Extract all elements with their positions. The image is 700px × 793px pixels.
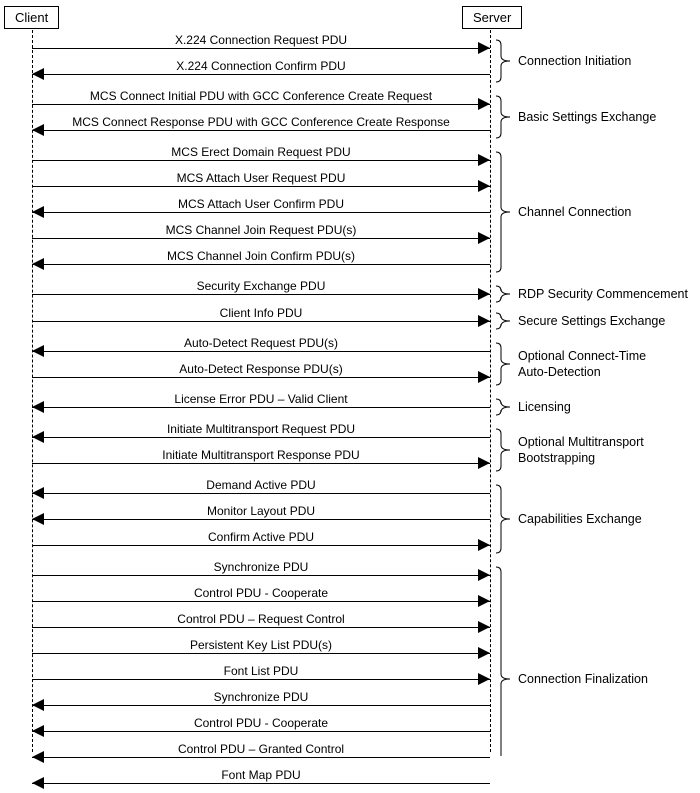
message-label: Initiate Multitransport Response PDU (156, 448, 365, 462)
sequence-diagram: Client Server X.224 Connection Request P… (0, 0, 700, 756)
message-label: License Error PDU – Valid Client (168, 392, 353, 406)
phase-bracket (496, 152, 510, 272)
arrow-left-icon (32, 777, 44, 789)
message-label: MCS Connect Response PDU with GCC Confer… (66, 115, 456, 129)
phase-bracket (496, 343, 510, 385)
message-label: Control PDU – Granted Control (172, 742, 350, 756)
message-label: Initiate Multitransport Request PDU (161, 422, 361, 436)
message-label: MCS Erect Domain Request PDU (165, 145, 356, 159)
arrow-line (32, 783, 490, 784)
message-label: Control PDU - Cooperate (188, 586, 334, 600)
message-label: Synchronize PDU (208, 560, 315, 574)
client-header: Client (4, 6, 59, 29)
message-row: Font Map PDU (0, 773, 700, 793)
phase-brackets (0, 0, 700, 756)
phase-bracket (496, 485, 510, 553)
message-label: Synchronize PDU (208, 690, 315, 704)
message-label: MCS Connect Initial PDU with GCC Confere… (84, 89, 438, 103)
message-label: MCS Channel Join Confirm PDU(s) (161, 249, 361, 263)
message-label: Client Info PDU (214, 306, 309, 320)
message-label: Persistent Key List PDU(s) (184, 638, 338, 652)
message-label: Confirm Active PDU (202, 530, 320, 544)
phase-bracket (496, 40, 510, 82)
message-label: Auto-Detect Request PDU(s) (178, 336, 344, 350)
phase-bracket (496, 313, 510, 329)
phase-bracket (496, 96, 510, 138)
phase-bracket (496, 567, 510, 756)
message-label: Font Map PDU (215, 768, 306, 782)
message-label: MCS Attach User Confirm PDU (172, 197, 350, 211)
phase-bracket (496, 429, 510, 471)
message-label: Font List PDU (218, 664, 305, 678)
message-label: Control PDU - Cooperate (188, 716, 334, 730)
arrow-line (32, 757, 490, 758)
phase-bracket (496, 399, 510, 415)
message-label: Control PDU – Request Control (171, 612, 350, 626)
server-header: Server (462, 6, 522, 29)
message-label: MCS Attach User Request PDU (171, 171, 352, 185)
client-label: Client (15, 10, 48, 25)
server-label: Server (473, 10, 511, 25)
message-label: Monitor Layout PDU (201, 504, 321, 518)
message-label: Security Exchange PDU (191, 279, 332, 293)
message-label: MCS Channel Join Request PDU(s) (160, 223, 363, 237)
message-label: Auto-Detect Response PDU(s) (173, 362, 348, 376)
message-label: X.224 Connection Request PDU (169, 33, 353, 47)
phase-bracket (496, 286, 510, 302)
message-label: Demand Active PDU (200, 478, 321, 492)
message-label: X.224 Connection Confirm PDU (170, 59, 351, 73)
